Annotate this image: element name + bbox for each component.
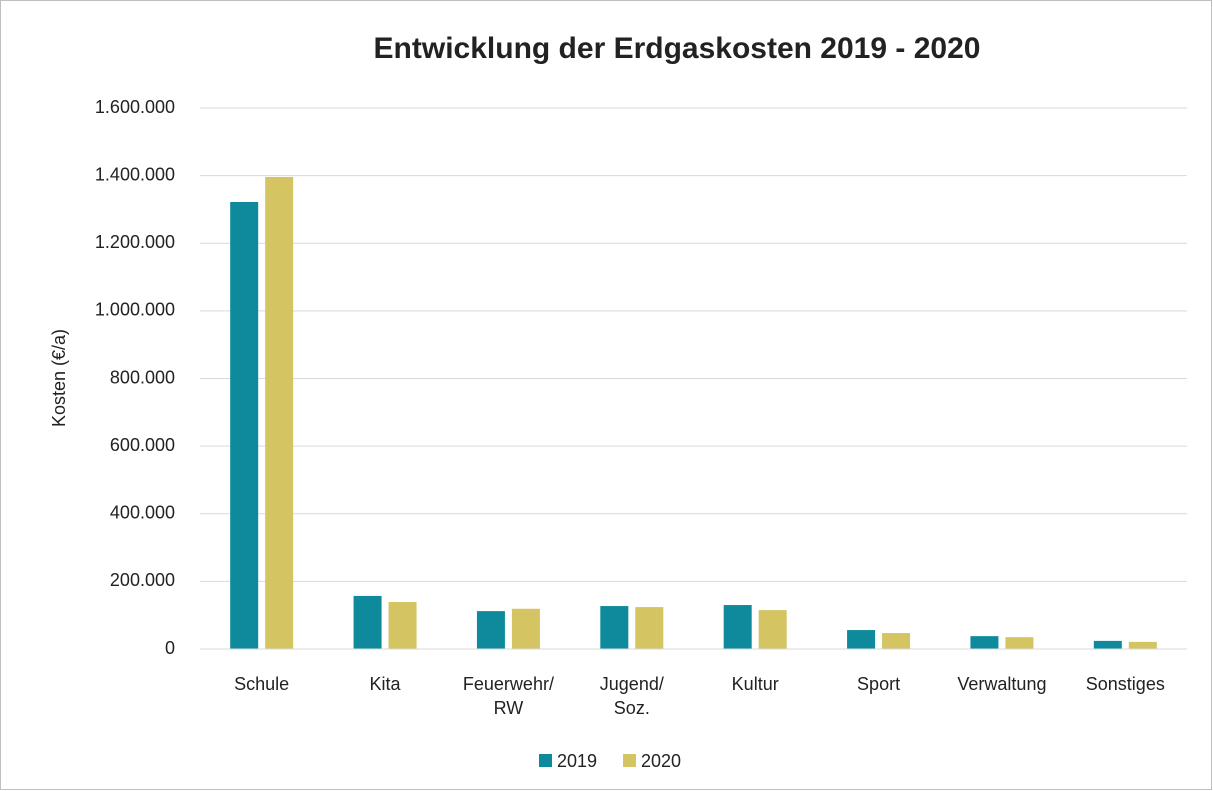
legend-label: 2019 <box>557 751 597 771</box>
bar <box>388 602 417 649</box>
y-tick-label: 0 <box>165 638 175 658</box>
y-tick-label: 400.000 <box>110 503 175 523</box>
bar <box>635 607 664 649</box>
bar <box>476 611 505 649</box>
x-tick-label: Sport <box>857 674 901 694</box>
x-tick-label: Feuerwehr/ RW <box>462 674 554 718</box>
x-tick-label: Kita <box>369 674 401 694</box>
legend-swatch <box>623 754 636 767</box>
bar <box>1128 641 1157 649</box>
x-tick-label: Sonstiges <box>1085 674 1165 694</box>
y-tick-label: 800.000 <box>110 367 175 387</box>
bar <box>882 633 911 649</box>
legend-label: 2020 <box>641 751 681 771</box>
y-tick-label: 1.200.000 <box>95 232 175 252</box>
x-tick-label: Kultur <box>731 674 779 694</box>
y-tick-label: 1.000.000 <box>95 300 175 320</box>
x-tick-label: Jugend/ Soz. <box>599 674 664 718</box>
chart-title: Entwicklung der Erdgaskosten 2019 - 2020 <box>374 32 981 65</box>
x-tick-label: Verwaltung <box>957 674 1047 694</box>
legend-swatch <box>539 754 552 767</box>
y-tick-label: 1.600.000 <box>95 97 175 117</box>
y-tick-label: 600.000 <box>110 435 175 455</box>
bar <box>758 610 787 649</box>
bar <box>723 605 752 649</box>
y-axis-label: Kosten (€/a) <box>49 329 69 427</box>
bar <box>970 636 999 649</box>
bar <box>230 201 259 649</box>
bar <box>847 630 876 649</box>
x-tick-label: Schule <box>234 674 290 694</box>
bar <box>1093 640 1122 649</box>
bar <box>511 608 540 649</box>
y-tick-label: 200.000 <box>110 570 175 590</box>
bar <box>600 606 629 649</box>
bar <box>353 595 382 649</box>
bar <box>265 176 294 650</box>
y-tick-label: 1.400.000 <box>95 164 175 184</box>
bar <box>1005 637 1034 649</box>
